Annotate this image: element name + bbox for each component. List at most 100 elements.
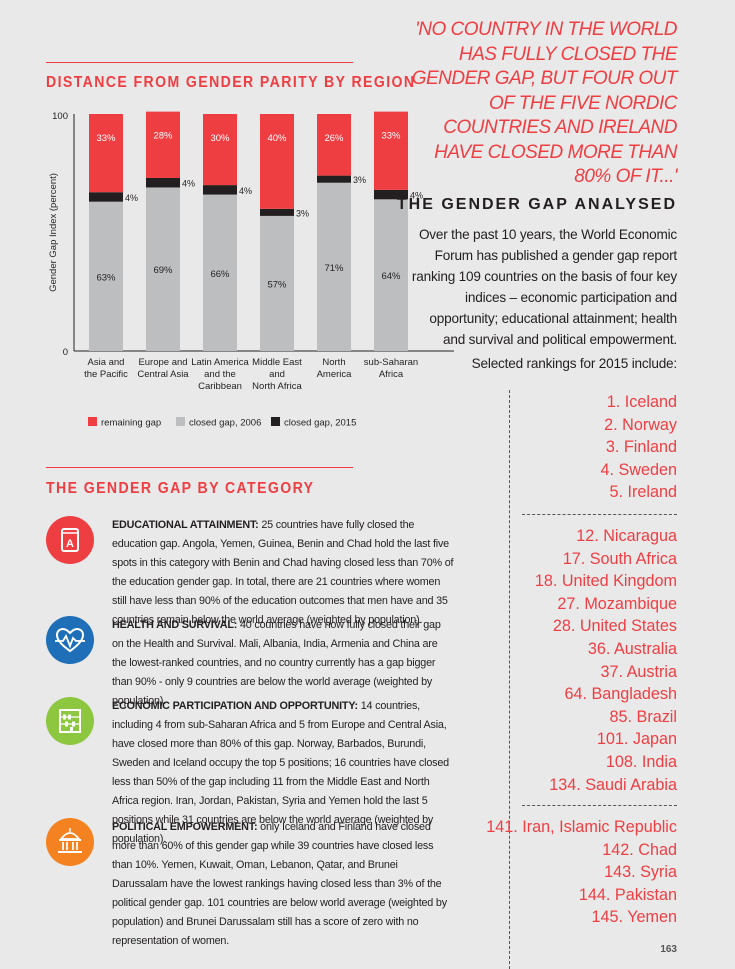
- bar-segment: [374, 189, 408, 200]
- page-number: 163: [660, 944, 677, 955]
- x-tick-label: Europe and: [138, 357, 187, 368]
- bar-value-label: 4%: [410, 191, 423, 201]
- bar-segment: [146, 111, 180, 178]
- bar-segment: [260, 208, 294, 216]
- ranking-item: 17. South Africa: [562, 549, 677, 568]
- x-tick-label: and: [269, 369, 285, 380]
- rankings-dashed-line: [509, 390, 510, 969]
- x-tick-label: Middle East: [252, 357, 302, 368]
- category-heading: THE GENDER GAP BY CATEGORY: [46, 480, 315, 497]
- legend-swatch: [271, 417, 280, 426]
- ranking-item: 36. Australia: [587, 639, 677, 658]
- category-education: A EDUCATIONAL ATTAINMENT: 25 countries h…: [46, 516, 466, 626]
- pull-quote: 'NO COUNTRY IN THE WORLD HAS FULLY CLOSE…: [411, 19, 678, 187]
- rankings-top-group: 1. Iceland 2. Norway 3. Finland 4. Sweden 5.…: [601, 391, 678, 504]
- ranking-item: 1. Iceland: [606, 393, 677, 411]
- x-tick-label: North: [322, 357, 345, 368]
- bar-segment: [260, 215, 294, 351]
- svg-text:A: A: [66, 538, 74, 550]
- bar-segment: [146, 187, 180, 351]
- category-political-text: POLITICAL EMPOWERMENT: only Iceland and …: [112, 821, 447, 947]
- x-tick-label: Asia and: [88, 357, 125, 368]
- bar-value-label: 69%: [153, 265, 173, 276]
- bar-value-label: 3%: [296, 208, 309, 218]
- x-tick-label: sub-Saharan: [364, 357, 418, 368]
- category-economic-text: ECONOMIC PARTICIPATION AND OPPORTUNITY: …: [112, 700, 449, 845]
- ranking-item: 28. United States: [552, 617, 677, 636]
- chart-heading: DISTANCE FROM GENDER PARITY BY REGION: [46, 74, 416, 91]
- legend-label: closed gap, 2015: [284, 418, 356, 429]
- ranking-item: 2. Norway: [604, 415, 677, 434]
- ranking-item: 143. Syria: [604, 863, 677, 882]
- rankings-intro: Selected rankings for 2015 include:: [471, 356, 678, 371]
- bar-value-label: 66%: [210, 269, 230, 280]
- x-tick-label: Caribbean: [198, 381, 242, 392]
- bar-value-label: 4%: [125, 193, 138, 203]
- rankings-divider-top: [522, 514, 677, 515]
- ranking-item: 64. Bangladesh: [564, 685, 677, 704]
- bar-value-label: 71%: [324, 263, 344, 274]
- bar-value-label: 57%: [267, 279, 287, 290]
- bar-value-label: 30%: [210, 133, 230, 144]
- bar-segment: [203, 194, 237, 351]
- bar-segment: [89, 201, 123, 351]
- bar-segment: [203, 185, 237, 195]
- bar-value-label: 64%: [381, 271, 401, 282]
- rankings-bottom-group: 141. Iran, Islamic Republic 142. Chad 143.…: [486, 816, 677, 929]
- ranking-item: 101. Japan: [596, 730, 677, 749]
- ranking-item: 108. India: [605, 752, 677, 771]
- legend-label: remaining gap: [101, 418, 161, 429]
- legend-swatch: [176, 417, 185, 426]
- category-heading-rule: [46, 467, 353, 468]
- bar-segment: [203, 114, 237, 186]
- category-education-text: EDUCATIONAL ATTAINMENT: 25 countries hav…: [112, 519, 454, 626]
- heart-pulse-icon: [46, 616, 94, 664]
- bar-segment: [89, 114, 123, 193]
- ranking-item: 3. Finland: [605, 438, 677, 457]
- abacus-icon: [46, 697, 94, 745]
- ranking-item: 27. Mozambique: [557, 594, 677, 613]
- y-tick-label: 0: [63, 347, 68, 358]
- legend-swatch: [88, 417, 97, 426]
- x-tick-label: Latin America: [191, 357, 249, 368]
- bar-value-label: 63%: [96, 272, 116, 283]
- x-tick-label: America: [317, 369, 353, 380]
- category-economic: ECONOMIC PARTICIPATION AND OPPORTUNITY: …: [46, 697, 466, 845]
- bar-value-label: 4%: [239, 186, 252, 196]
- bar-segment: [317, 175, 351, 183]
- ranking-item: 12. Nicaragua: [576, 527, 677, 545]
- bar-segment: [317, 114, 351, 176]
- bar-value-label: 3%: [353, 175, 366, 185]
- ranking-item: 5. Ireland: [609, 483, 678, 502]
- rankings-divider-bottom: [522, 805, 677, 806]
- bar-segment: [89, 192, 123, 202]
- x-tick-label: Africa: [379, 369, 404, 380]
- rankings-middle-group: 12. Nicaragua 17. South Africa 18. United …: [535, 525, 677, 796]
- ranking-item: 141. Iran, Islamic Republic: [486, 818, 677, 836]
- x-tick-label: North Africa: [252, 381, 302, 392]
- bar-segment: [260, 114, 294, 209]
- ranking-item: 4. Sweden: [600, 460, 678, 479]
- analysed-heading: THE GENDER GAP ANALYSED: [396, 196, 677, 213]
- bar-value-label: 4%: [182, 179, 195, 189]
- x-tick-label: and the: [204, 369, 236, 380]
- government-building-icon: [46, 818, 94, 866]
- category-health-text: HEALTH AND SURVIVAL: 40 countries have n…: [112, 619, 441, 707]
- bar-value-label: 26%: [324, 133, 344, 144]
- ranking-item: 37. Austria: [600, 662, 678, 681]
- legend-label: closed gap, 2006: [189, 418, 261, 429]
- bar-value-label: 28%: [153, 131, 173, 142]
- book-icon: A: [46, 516, 94, 564]
- bar-segment: [374, 199, 408, 351]
- x-tick-label: the Pacific: [84, 369, 128, 380]
- x-tick-label: Central Asia: [137, 369, 189, 380]
- ranking-item: 85. Brazil: [609, 707, 677, 726]
- y-axis-label: Gender Gap Index (percent): [48, 173, 59, 292]
- ranking-item: 18. United Kingdom: [534, 572, 677, 591]
- chart-heading-rule: [46, 62, 353, 63]
- y-tick-label: 100: [52, 111, 68, 122]
- bar-value-label: 33%: [96, 133, 116, 144]
- category-health: HEALTH AND SURVIVAL: 40 countries have n…: [46, 616, 466, 707]
- category-political: POLITICAL EMPOWERMENT: only Iceland and …: [46, 818, 466, 947]
- bar-segment: [317, 182, 351, 351]
